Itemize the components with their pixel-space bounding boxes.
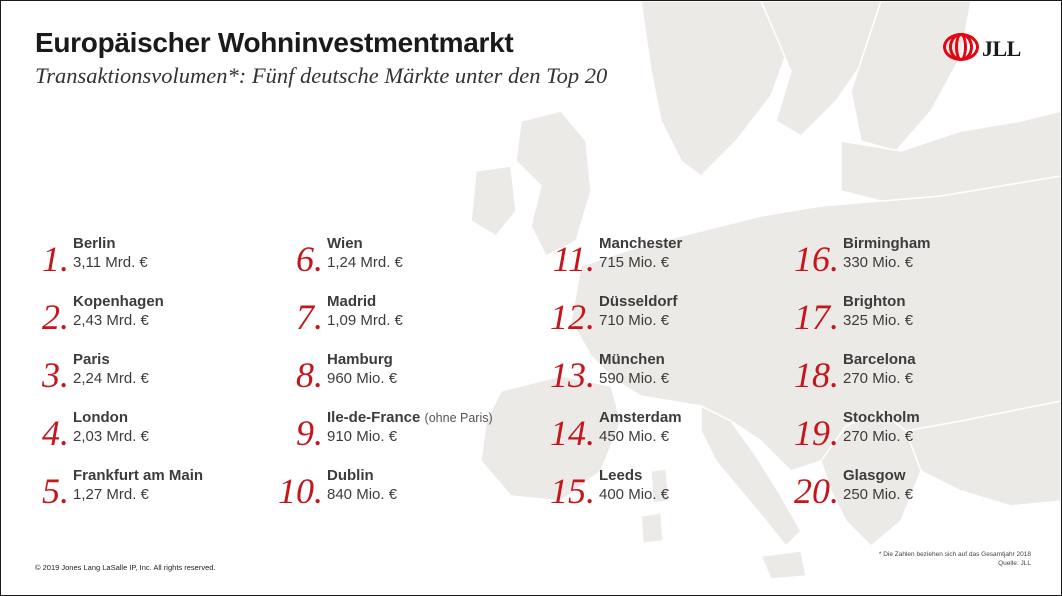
city-name: London: [73, 409, 128, 426]
city-name: Berlin: [73, 235, 116, 252]
transaction-volume: 1,09 Mrd. €: [327, 312, 403, 329]
city-name-text: Ile-de-France: [327, 409, 421, 426]
transaction-volume: 325 Mio. €: [843, 312, 914, 329]
page-title: Europäischer Wohninvestmentmarkt: [35, 27, 514, 58]
rank-number: 4.: [42, 413, 69, 453]
logo-text: JLL: [982, 36, 1021, 61]
city-name: Düsseldorf: [599, 293, 678, 310]
page-subtitle: Transaktionsvolumen*: Fünf deutsche Märk…: [35, 63, 608, 88]
rank-number: 7.: [296, 297, 323, 337]
rank-number: 14.: [550, 413, 595, 453]
city-name: Birmingham: [843, 235, 931, 252]
city-name: Ile-de-France (ohne Paris): [327, 409, 493, 427]
transaction-volume: 3,11 Mrd. €: [73, 254, 148, 271]
footnote-text: * Die Zahlen beziehen sich auf das Gesam…: [878, 551, 1031, 558]
transaction-volume: 250 Mio. €: [843, 486, 914, 503]
transaction-volume: 590 Mio. €: [599, 370, 670, 387]
city-name: Wien: [327, 235, 363, 252]
city-name: Amsterdam: [599, 409, 682, 426]
city-name: Frankfurt am Main: [73, 467, 204, 484]
transaction-volume: 270 Mio. €: [843, 370, 914, 387]
rank-number: 1.: [42, 239, 69, 279]
city-name: Hamburg: [327, 351, 393, 368]
source-text: Quelle: JLL: [998, 560, 1031, 567]
city-name: Glasgow: [843, 467, 906, 484]
transaction-volume: 450 Mio. €: [599, 428, 670, 445]
city-name: Barcelona: [843, 351, 916, 368]
city-name: Paris: [73, 351, 110, 368]
transaction-volume: 2,43 Mrd. €: [73, 312, 149, 329]
rank-number: 19.: [794, 413, 839, 453]
city-name: Madrid: [327, 293, 377, 310]
rank-number: 10.: [278, 471, 323, 511]
rank-number: 20.: [794, 471, 839, 511]
rank-number: 11.: [552, 239, 595, 279]
transaction-volume: 270 Mio. €: [843, 428, 914, 445]
transaction-volume: 910 Mio. €: [327, 428, 398, 445]
city-name: Kopenhagen: [73, 293, 164, 310]
transaction-volume: 1,27 Mrd. €: [73, 486, 149, 503]
city-name: Stockholm: [843, 409, 920, 426]
transaction-volume: 1,24 Mrd. €: [327, 254, 403, 271]
transaction-volume: 400 Mio. €: [599, 486, 670, 503]
rank-number: 8.: [296, 355, 323, 395]
rank-number: 2.: [42, 297, 69, 337]
rank-number: 5.: [42, 471, 69, 511]
rank-number: 13.: [550, 355, 595, 395]
jll-logo-icon: [943, 33, 979, 65]
rank-number: 16.: [794, 239, 839, 279]
city-note: (ohne Paris): [424, 411, 493, 425]
rank-number: 3.: [42, 355, 69, 395]
transaction-volume: 710 Mio. €: [599, 312, 670, 329]
city-name: Manchester: [599, 235, 683, 252]
transaction-volume: 840 Mio. €: [327, 486, 398, 503]
rank-number: 17.: [794, 297, 839, 337]
copyright-notice: © 2019 Jones Lang LaSalle IP, Inc. All r…: [35, 563, 216, 572]
rank-number: 6.: [296, 239, 323, 279]
city-name: Leeds: [599, 467, 643, 484]
transaction-volume: 960 Mio. €: [327, 370, 398, 387]
rank-number: 18.: [794, 355, 839, 395]
jll-logo: JLL: [943, 33, 1021, 65]
rank-number: 9.: [296, 413, 323, 453]
transaction-volume: 715 Mio. €: [599, 254, 670, 271]
city-name: München: [599, 351, 665, 368]
rank-number: 15.: [550, 471, 595, 511]
city-name: Dublin: [327, 467, 374, 484]
transaction-volume: 2,03 Mrd. €: [73, 428, 149, 445]
transaction-volume: 330 Mio. €: [843, 254, 914, 271]
footnote: * Die Zahlen beziehen sich auf das Gesam…: [879, 550, 1031, 568]
city-name: Brighton: [843, 293, 906, 310]
rank-number: 12.: [550, 297, 595, 337]
transaction-volume: 2,24 Mrd. €: [73, 370, 149, 387]
